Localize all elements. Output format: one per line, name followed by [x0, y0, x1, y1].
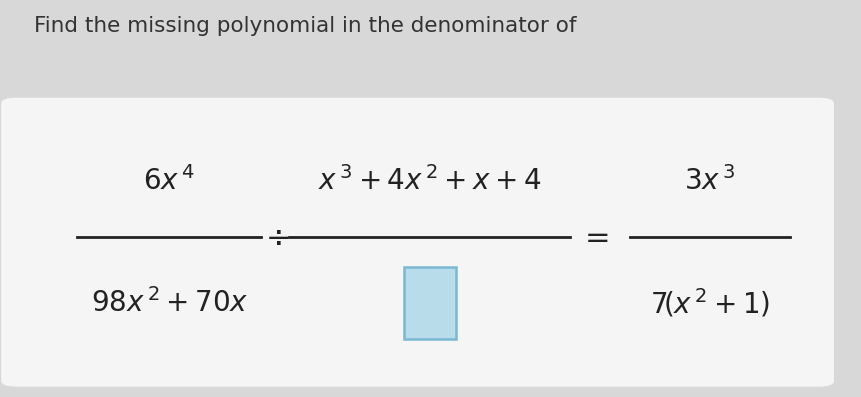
- Text: $=$: $=$: [579, 222, 609, 251]
- FancyBboxPatch shape: [1, 98, 834, 387]
- Text: $x^{\,3} + 4x^{\,2} + x + 4$: $x^{\,3} + 4x^{\,2} + x + 4$: [318, 166, 542, 196]
- Text: $\div$: $\div$: [265, 222, 289, 251]
- FancyBboxPatch shape: [404, 267, 455, 339]
- Text: $7\!\left(x^{\,2} + 1\right)$: $7\!\left(x^{\,2} + 1\right)$: [650, 287, 770, 320]
- Text: $3x^{\,3}$: $3x^{\,3}$: [684, 166, 735, 196]
- Text: $6x^{\,4}$: $6x^{\,4}$: [144, 166, 195, 196]
- Text: Find the missing polynomial in the denominator of: Find the missing polynomial in the denom…: [34, 16, 577, 36]
- Text: $98x^{\,2} + 70x$: $98x^{\,2} + 70x$: [90, 288, 248, 318]
